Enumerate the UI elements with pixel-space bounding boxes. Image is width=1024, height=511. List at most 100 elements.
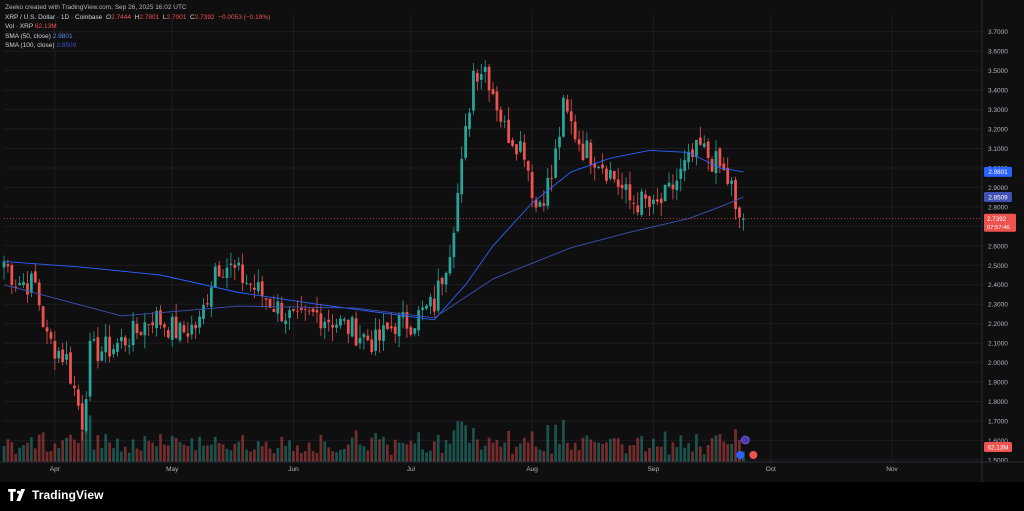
volume-bar [386, 444, 389, 462]
candle-body [612, 170, 616, 180]
candle-body [49, 332, 53, 339]
candle-body [393, 326, 397, 334]
symbol-title[interactable]: XRP / U.S. Dollar · 1D · Coinbase [5, 13, 103, 21]
ohlc-close: C2.7392 [189, 13, 215, 21]
volume-bar [440, 452, 444, 462]
candle-body [53, 341, 57, 359]
candle [382, 313, 385, 351]
candle-body [569, 111, 573, 122]
price-axis[interactable]: 3.7000 3.6000 3.5000 3.4000 3.3000 3.2000 3.10… [981, 0, 1008, 482]
volume-bar [503, 442, 507, 462]
volume-bar [174, 437, 178, 462]
candle-body [370, 339, 374, 353]
volume-bar [456, 421, 460, 462]
volume-bar [186, 446, 190, 462]
price-tick-label: 3.1000 [988, 146, 1008, 153]
candle-body [698, 137, 702, 145]
candle-body [475, 72, 479, 82]
candle [358, 325, 362, 349]
candle-body [562, 97, 565, 137]
candle [401, 300, 405, 329]
candle [88, 332, 92, 402]
candle-body [542, 203, 546, 206]
candle [741, 213, 745, 231]
volume-bar [581, 437, 585, 462]
volume-bar [393, 439, 397, 462]
candle [538, 199, 542, 208]
candle-body [374, 329, 378, 351]
candle [92, 331, 96, 343]
volume-bar [487, 437, 491, 462]
candle-body [241, 264, 245, 284]
price-tick-label: 2.4000 [988, 282, 1008, 289]
candle-body [249, 283, 252, 285]
candle [440, 276, 444, 296]
candle-body [730, 180, 734, 184]
volume-bar [526, 442, 530, 462]
sma50-row[interactable]: SMA (50, close) 2.9801 [5, 32, 73, 40]
volume-bar [49, 451, 53, 462]
candle-body [565, 99, 569, 112]
volume-bar [96, 434, 100, 462]
candle-body [421, 307, 424, 310]
volume-bar [612, 438, 616, 462]
candle-body [417, 310, 421, 331]
candle-body [307, 310, 311, 312]
sma100-row[interactable]: SMA (100, close) 2.8509 [5, 42, 77, 49]
volume-bar [608, 438, 612, 462]
candle [350, 315, 354, 338]
volume-bar [339, 449, 342, 462]
tradingview-logo[interactable]: TradingView [8, 488, 104, 502]
candle [620, 172, 624, 200]
candle [206, 293, 209, 308]
candle-body [605, 168, 608, 181]
chart-pane[interactable]: 3.7000 3.6000 3.5000 3.4000 3.3000 3.2000 3.10… [0, 0, 1024, 482]
candlestick-chart[interactable]: 3.7000 3.6000 3.5000 3.4000 3.3000 3.2000 3.10… [0, 0, 1024, 482]
candle-body [425, 305, 428, 309]
volume-bar [706, 444, 710, 462]
price-tick-label: 2.2000 [988, 321, 1008, 328]
candle-body [663, 184, 667, 202]
candle [315, 296, 319, 323]
candle-body [554, 148, 557, 178]
volume-bar [542, 451, 546, 462]
candle-body [738, 207, 741, 218]
time-axis[interactable]: Apr May Jun Jul Aug Sep Oct Nov [0, 461, 1024, 473]
candle-body [311, 308, 315, 313]
volume-bar [198, 436, 201, 462]
candle [421, 300, 424, 321]
volume-row[interactable]: Vol · XRP 62.13M [5, 23, 57, 30]
candle-body [652, 199, 655, 205]
event-markers[interactable] [736, 435, 758, 459]
price-tick-label: 3.3000 [988, 107, 1008, 114]
candle [675, 168, 679, 201]
price-tick-label: 3.4000 [988, 88, 1008, 95]
candle [671, 174, 675, 200]
candle [655, 187, 659, 205]
candle [245, 274, 248, 286]
candle-body [695, 139, 698, 158]
candle-body [41, 306, 45, 327]
volume-bar [417, 432, 421, 462]
volume-bar [182, 444, 186, 462]
volume-bar [671, 442, 675, 462]
candle [503, 115, 507, 129]
candle-body [260, 281, 264, 297]
volume-bar [252, 449, 256, 462]
candle-body [319, 313, 323, 329]
ohlc-low: L2.7001 [162, 13, 187, 21]
candle [667, 172, 671, 188]
volume-bar [88, 415, 92, 462]
price-tick-label: 2.3000 [988, 302, 1008, 309]
candle [155, 306, 158, 337]
sma50-badge: 2.9801 [988, 169, 1008, 176]
candle-body [401, 311, 405, 318]
volume-bar [335, 452, 338, 462]
candle [61, 342, 65, 366]
candle [519, 130, 522, 153]
candle-body [280, 302, 284, 322]
volume-bar [577, 450, 581, 462]
candle [624, 177, 628, 204]
candle-body [221, 276, 225, 278]
candle-body [589, 142, 593, 165]
